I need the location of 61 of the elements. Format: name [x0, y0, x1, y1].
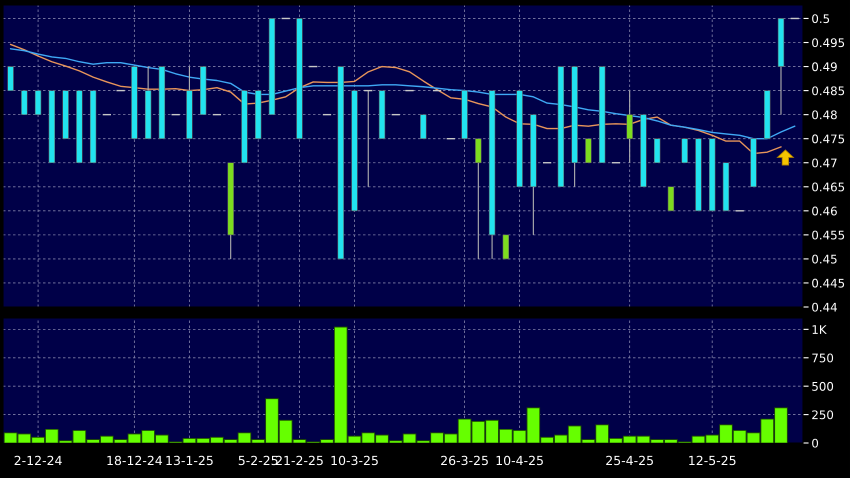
x-tick-label: 21-2-25	[276, 456, 323, 466]
y-tick-label: 0.48	[812, 110, 837, 120]
candlestick	[76, 90, 83, 164]
candlestick	[48, 90, 56, 164]
y-tick-label: 0.445	[812, 278, 844, 288]
y-tick-label: 0.49	[812, 62, 837, 72]
x-tick-label: 10-3-25	[331, 456, 378, 466]
candlestick	[268, 18, 276, 115]
candlestick	[502, 234, 510, 260]
line-series	[10, 44, 782, 154]
y-tick-label: 250	[812, 410, 834, 420]
candlestick	[62, 90, 69, 139]
candlestick	[255, 90, 262, 139]
y-tick-label: 500	[812, 382, 834, 391]
candlestick	[461, 90, 468, 139]
y-tick-label: 0.465	[812, 182, 844, 192]
y-tick-label: 0.47	[812, 158, 837, 168]
candlestick	[7, 66, 14, 91]
candlestick	[378, 90, 386, 139]
y-tick-label: 0.46	[812, 206, 837, 216]
y-tick-label: 0	[812, 438, 818, 448]
candlestick	[585, 138, 592, 164]
candlestick	[682, 138, 688, 164]
candlestick	[764, 90, 770, 139]
line-series	[10, 48, 796, 140]
candlestick	[21, 90, 28, 115]
candlestick	[640, 114, 647, 188]
candlestick	[241, 90, 248, 164]
y-tick-label: 0.495	[812, 38, 844, 48]
y-tick-label: 0.485	[812, 86, 844, 96]
x-tick-label: 25-4-25	[606, 456, 653, 466]
candlestick	[722, 162, 730, 212]
x-tick-label: 2-12-24	[14, 456, 62, 465]
candlestick	[750, 138, 757, 188]
y-tick-label: 0.475	[812, 134, 844, 144]
candlestick	[516, 90, 523, 188]
candlestick	[90, 90, 96, 164]
x-tick-label: 13-1-25	[166, 456, 213, 466]
candlestick	[338, 66, 344, 260]
y-tick-label: 0.455	[812, 230, 844, 240]
y-tick-label: 1K	[812, 325, 827, 334]
y-tick-label: 0.45	[812, 254, 837, 264]
candlestick	[695, 138, 702, 212]
candlestick	[668, 186, 674, 212]
candlestick	[158, 66, 166, 139]
y-tick-label: 0.5	[812, 14, 830, 24]
y-tick-label: 0.44	[812, 302, 837, 312]
x-tick-label: 18-12-24	[107, 456, 162, 466]
candlestick	[654, 138, 660, 164]
candlestick	[558, 66, 564, 188]
candlestick	[709, 138, 716, 212]
x-tick-label: 5-2-25	[238, 456, 278, 466]
y-tick-label: 750	[812, 353, 834, 362]
candlestick	[420, 114, 426, 139]
candlestick	[598, 66, 606, 164]
candlestick	[200, 66, 206, 115]
candlestick	[34, 90, 42, 115]
x-tick-label: 26-3-25	[441, 456, 488, 466]
x-tick-label: 12-5-25	[689, 456, 736, 466]
x-tick-label: 10-4-25	[496, 456, 543, 466]
candlestick	[131, 66, 138, 139]
